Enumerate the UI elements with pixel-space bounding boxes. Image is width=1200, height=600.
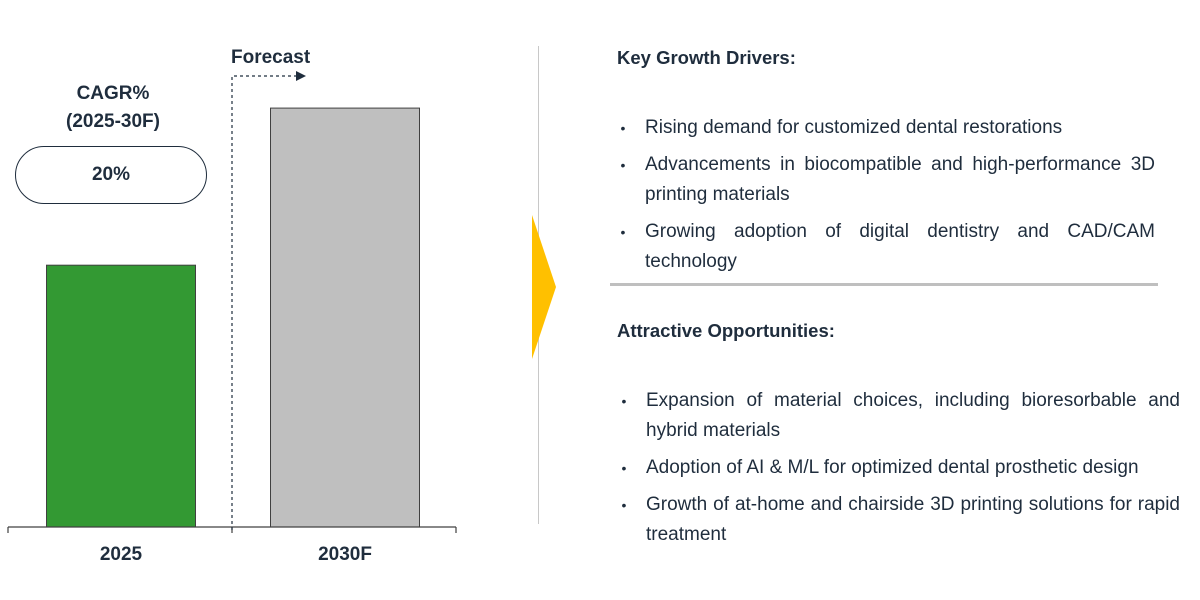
- bullet-icon: •: [621, 497, 627, 513]
- driver-item-text: Rising demand for customized dental rest…: [645, 117, 1063, 138]
- x-tick-label: 2025: [100, 544, 143, 565]
- opportunities-heading: Attractive Opportunities:: [617, 320, 835, 341]
- forecast-label: Forecast: [231, 47, 311, 68]
- bullet-icon: •: [621, 460, 627, 476]
- bar-2030F: [270, 107, 420, 528]
- cagr-label-line1: CAGR%: [76, 83, 150, 104]
- forecast-divider-line: [231, 75, 296, 530]
- bar-2025: [46, 264, 196, 528]
- opportunity-item: • Growth of at-home and chairside 3D prin…: [618, 490, 1180, 550]
- opportunity-item: • Expansion of material choices, includin…: [618, 386, 1180, 446]
- bullet-icon: •: [621, 393, 627, 409]
- opportunity-item-text: Adoption of AI & M/L for optimized denta…: [646, 457, 1139, 478]
- driver-item: • Growing adoption of digital dentistry a…: [617, 217, 1155, 277]
- bullet-icon: •: [620, 120, 626, 136]
- drivers-list: • Rising demand for customized dental res…: [617, 113, 1155, 284]
- section-divider: [610, 283, 1158, 286]
- cagr-label-line2: (2025-30F): [66, 111, 160, 132]
- opportunity-item-text: Growth of at-home and chairside 3D print…: [646, 494, 1180, 545]
- opportunities-list: • Expansion of material choices, includin…: [618, 386, 1180, 557]
- cagr-value: 20%: [91, 164, 131, 185]
- opportunity-item-text: Expansion of material choices, including…: [646, 390, 1180, 441]
- cagr-label: CAGR% (2025-30F): [38, 80, 188, 136]
- bullet-icon: •: [620, 157, 626, 173]
- forecast-arrowhead-icon: [296, 71, 306, 81]
- x-tick-label: 2030F: [318, 544, 372, 565]
- cagr-value-pill: 20%: [15, 146, 207, 204]
- arrow-right-icon: [532, 215, 556, 359]
- opportunity-item: • Adoption of AI & M/L for optimized dent…: [618, 453, 1180, 483]
- driver-item-text: Growing adoption of digital dentistry an…: [645, 221, 1155, 272]
- drivers-heading: Key Growth Drivers:: [617, 47, 796, 68]
- driver-item-text: Advancements in biocompatible and high-p…: [645, 154, 1155, 205]
- driver-item: • Rising demand for customized dental res…: [617, 113, 1155, 143]
- driver-item: • Advancements in biocompatible and high-…: [617, 150, 1155, 210]
- bullet-icon: •: [620, 224, 626, 240]
- market-bar-chart: 2025 2030F: [7, 71, 457, 565]
